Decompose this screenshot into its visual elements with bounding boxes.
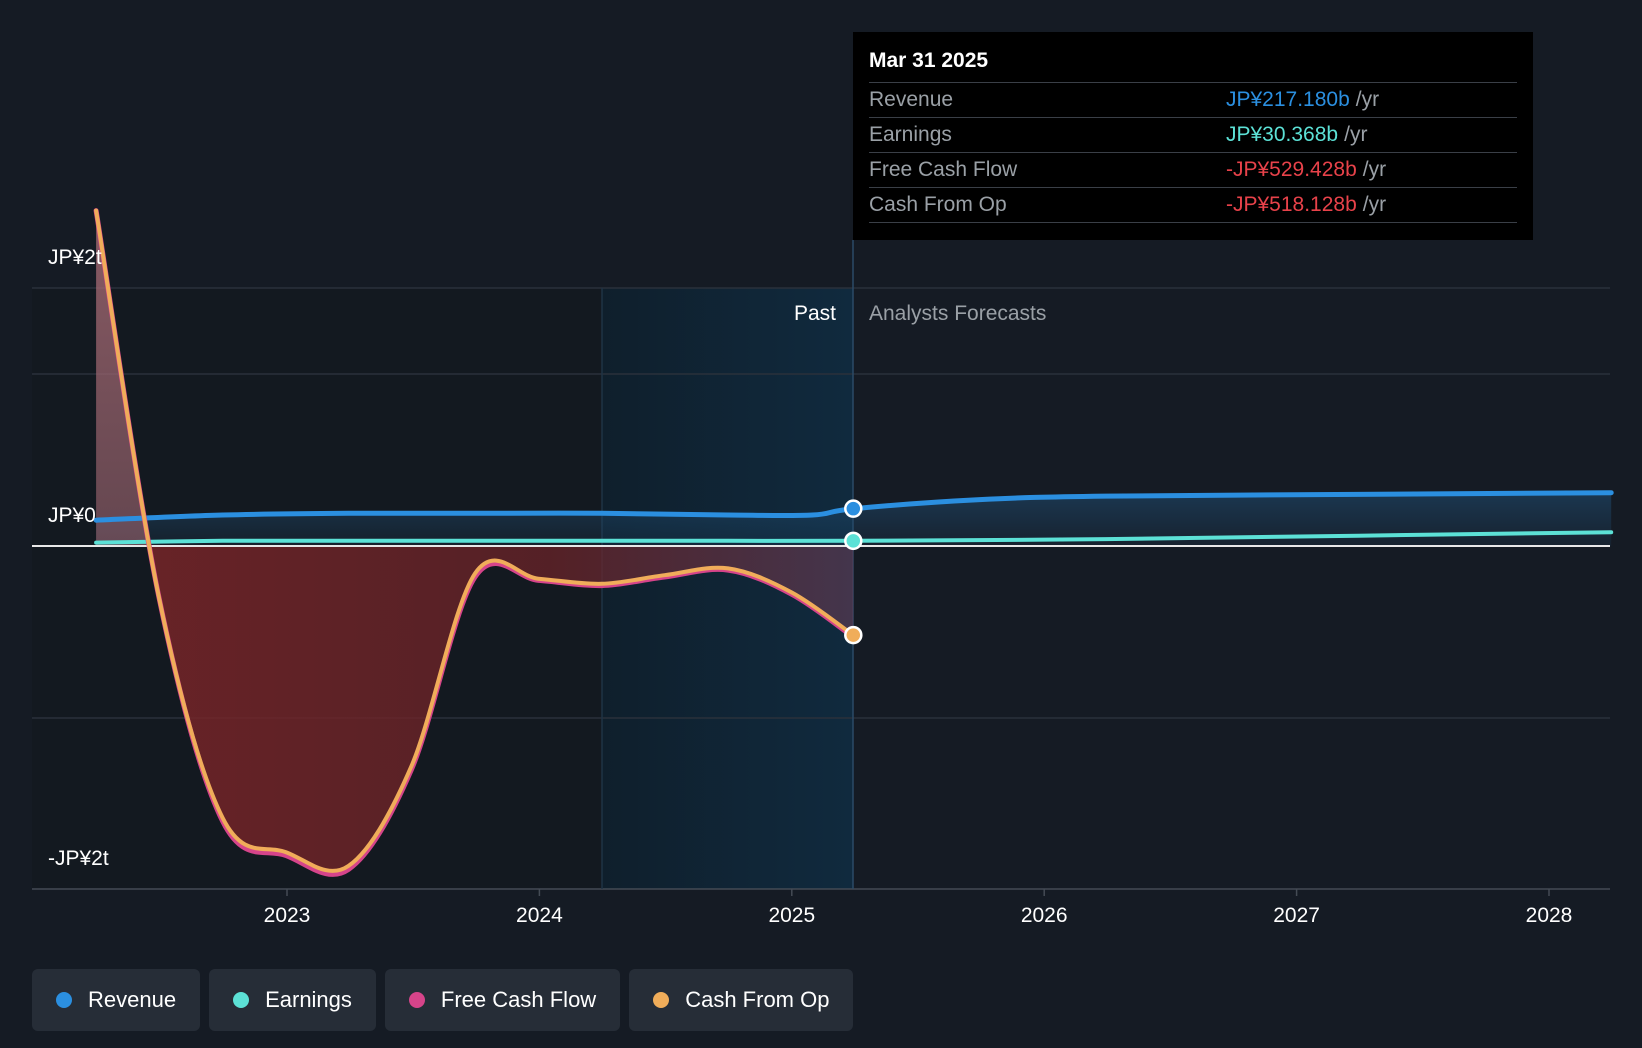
x-tick-label: 2024 — [516, 904, 563, 927]
tooltip-row: Revenue JP¥217.180b/yr — [869, 82, 1517, 117]
tooltip-row: Earnings JP¥30.368b/yr — [869, 117, 1517, 152]
cashflow-negative-area — [96, 546, 854, 871]
forecast-label: Analysts Forecasts — [869, 302, 1046, 325]
legend-item-earnings[interactable]: Earnings — [209, 969, 376, 1031]
legend-dot-icon — [408, 992, 425, 1008]
tooltip-row-label: Earnings — [869, 123, 952, 146]
y-tick-label: -JP¥2t — [48, 847, 109, 870]
tooltip-row-value: JP¥30.368b — [1226, 123, 1339, 146]
revenue-area — [96, 492, 1612, 546]
x-tick-label: 2025 — [768, 904, 815, 927]
legend-item-cash-from-op[interactable]: Cash From Op — [629, 969, 854, 1031]
legend: Revenue Earnings Free Cash Flow Cash From O… — [32, 969, 854, 1031]
marker-revenue — [844, 499, 863, 518]
tooltip-row-label: Revenue — [869, 88, 954, 111]
legend-dot-icon — [233, 992, 250, 1008]
tooltip-row-unit: /yr — [1344, 123, 1368, 146]
y-tick-label: JP¥0 — [48, 504, 96, 527]
legend-dot-icon — [653, 992, 670, 1008]
legend-label: Revenue — [88, 987, 177, 1012]
x-tick-label: 2026 — [1021, 904, 1068, 927]
legend-label: Earnings — [265, 987, 352, 1012]
legend-label: Free Cash Flow — [440, 987, 597, 1012]
past-label: Past — [794, 302, 836, 325]
tooltip: Mar 31 2025 Revenue JP¥217.180b/yr Earning… — [853, 32, 1533, 240]
tooltip-row-unit: /yr — [1362, 193, 1387, 216]
tooltip-row-label: Cash From Op — [869, 193, 1007, 216]
tooltip-row-value: JP¥217.180b — [1226, 88, 1350, 111]
legend-item-revenue[interactable]: Revenue — [32, 969, 201, 1031]
tooltip-row: Free Cash Flow -JP¥529.428b/yr — [869, 152, 1517, 187]
tooltip-row-unit: /yr — [1355, 88, 1380, 111]
series-line-revenue — [93, 490, 1614, 523]
x-tick-label: 2023 — [264, 904, 311, 927]
tooltip-row-value: -JP¥518.128b — [1226, 193, 1357, 216]
x-tick-label: 2027 — [1273, 904, 1320, 927]
tooltip-row-value: -JP¥529.428b — [1226, 158, 1357, 181]
marker-earnings — [844, 531, 863, 551]
legend-dot-icon — [56, 992, 72, 1008]
tooltip-row-label: Free Cash Flow — [869, 158, 1018, 181]
series-line-cash-from-op — [94, 208, 856, 873]
y-tick-label: JP¥2t — [48, 246, 102, 269]
legend-item-free-cash-flow[interactable]: Free Cash Flow — [384, 969, 621, 1031]
marker-cash-from-op — [844, 625, 863, 645]
tooltip-row-unit: /yr — [1362, 158, 1387, 181]
tooltip-date: Mar 31 2025 — [869, 49, 989, 72]
series-line-earnings — [94, 530, 1614, 545]
legend-label: Cash From Op — [685, 987, 830, 1012]
x-tick-label: 2028 — [1526, 904, 1573, 927]
tooltip-row: Cash From Op -JP¥518.128b/yr — [869, 187, 1517, 223]
